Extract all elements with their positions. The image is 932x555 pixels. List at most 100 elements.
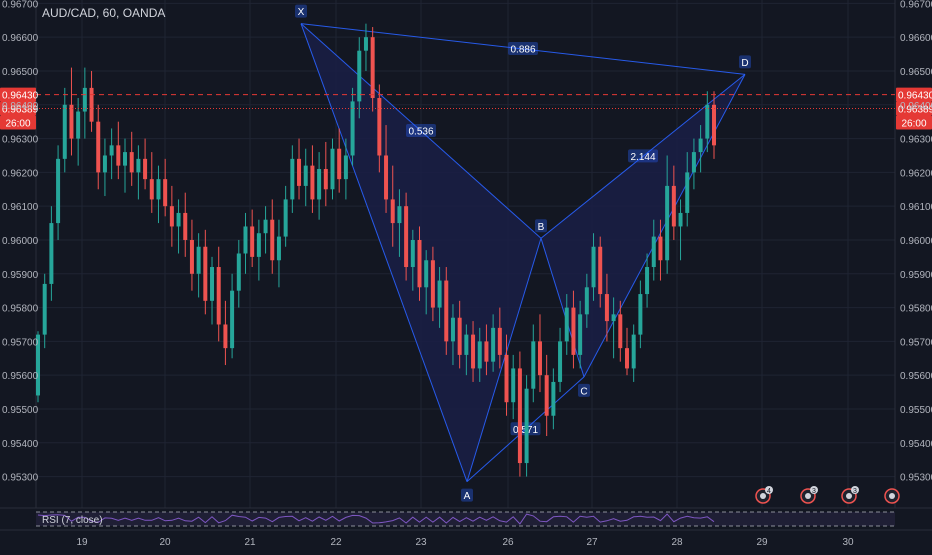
event-badge [810, 486, 818, 494]
ratio-label-bg [406, 123, 436, 137]
left-tick-label: 0.96100 [2, 202, 39, 213]
right-tick-label: 0.96100 [900, 202, 932, 213]
candle-body [163, 179, 168, 207]
candle-body [618, 314, 623, 349]
candle-body [624, 348, 629, 369]
time-tick-label[interactable]: 19 [76, 537, 88, 548]
event-3a-icon[interactable]: 3 [800, 486, 818, 504]
time-tick-label[interactable]: 23 [415, 537, 427, 548]
event-icons[interactable]: 4 3 3 [755, 486, 900, 504]
candle-body [551, 381, 556, 416]
rsi-pane: RSI (7, close) [0, 507, 932, 530]
candle-body [430, 260, 435, 308]
countdown-bg-left [0, 115, 36, 130]
candle-body [558, 341, 563, 382]
candle-body [263, 219, 268, 234]
candle-body [149, 179, 154, 200]
candle-body [297, 158, 302, 186]
point-label-a: A [464, 491, 471, 502]
ratio-label-bd: 2.144 [630, 152, 655, 163]
candle-body [665, 185, 670, 261]
candle-body [102, 155, 107, 173]
candle-body [357, 50, 362, 102]
right-tick-label: 0.96500 [900, 67, 932, 78]
candle-body [183, 212, 188, 240]
candle-body [611, 314, 616, 322]
candle-body [390, 199, 395, 224]
time-tick-label[interactable]: 27 [586, 537, 598, 548]
candle-body [270, 219, 275, 261]
point-label-bg [535, 219, 547, 233]
candle-body [243, 226, 248, 254]
right-tick-label: 0.95700 [900, 337, 932, 348]
candle-body [410, 239, 415, 268]
candle-body [638, 294, 643, 335]
event-4-icon[interactable]: 4 [755, 486, 773, 504]
candle-body [76, 111, 81, 139]
candle-body [283, 199, 288, 237]
rsi-background [0, 508, 932, 530]
candle-body [216, 267, 221, 325]
candle-body [69, 104, 74, 139]
candle-body [129, 152, 134, 173]
event-last-icon[interactable] [884, 488, 900, 504]
left-tick-label: 0.95600 [2, 371, 39, 382]
ratio-label-xb: 0.536 [408, 126, 433, 137]
candle-body [256, 233, 261, 257]
candle-body [343, 155, 348, 180]
countdown-right: 26:00 [901, 118, 926, 129]
candle-body [571, 307, 576, 355]
candles [36, 23, 716, 477]
price-tag-bg-left [0, 101, 36, 116]
candle-body [404, 206, 409, 268]
time-tick-label[interactable]: 21 [244, 537, 256, 548]
candle-body [363, 37, 368, 51]
right-price-axis[interactable]: 0.96700 0.96600 0.96500 0.96400 0.96300 0.962… [900, 0, 932, 484]
right-tick-label: 0.95800 [900, 304, 932, 315]
time-tick-label[interactable]: 22 [330, 537, 342, 548]
event-flag-dot [760, 493, 766, 499]
event-badge [851, 486, 859, 494]
candle-body [578, 314, 583, 355]
event-count: 3 [812, 488, 816, 495]
price-tag-bg-right [896, 101, 932, 116]
point-label-b: B [538, 222, 545, 233]
point-label-bg [739, 55, 751, 69]
candle-body [651, 236, 656, 268]
event-badge [765, 486, 773, 494]
countdown-bg-right [896, 115, 932, 130]
right-tick-label: 0.96000 [900, 236, 932, 247]
candle-body [136, 158, 141, 173]
time-tick-label[interactable]: 26 [502, 537, 514, 548]
symbol-title[interactable]: AUD/CAD, 60, OANDA [42, 6, 165, 20]
event-flag-dot [889, 493, 895, 499]
ratio-label-bg [628, 149, 658, 163]
candle-body [276, 236, 281, 261]
price-tag-bg-left [0, 87, 36, 102]
candle-body [323, 169, 328, 190]
candle-body [645, 267, 650, 295]
candle-body [317, 169, 322, 200]
time-tick-label[interactable]: 29 [756, 537, 768, 548]
candle-body [230, 290, 235, 349]
candle-body [156, 179, 161, 200]
time-tick-label[interactable]: 30 [842, 537, 854, 548]
candle-body [678, 212, 683, 227]
candle-body [196, 246, 201, 274]
left-price-axis: 0.96700 0.96600 0.96500 0.96400 0.96300 0.962… [2, 0, 39, 484]
time-tick-label[interactable]: 28 [671, 537, 683, 548]
right-tick-label: 0.95500 [900, 405, 932, 416]
right-tick-label: 0.95900 [900, 270, 932, 281]
time-tick-label[interactable]: 20 [159, 537, 171, 548]
left-tick-label: 0.95300 [2, 473, 39, 484]
event-3b-icon[interactable]: 3 [841, 486, 859, 504]
right-tick-label: 0.96400 [900, 101, 932, 112]
candle-body [444, 280, 449, 342]
time-axis[interactable]: 19 20 21 22 23 26 27 28 29 30 [0, 529, 932, 548]
candle-body [123, 152, 128, 166]
candle-body [82, 87, 87, 112]
left-tick-label: 0.95700 [2, 337, 39, 348]
candle-body [544, 375, 549, 416]
ratio-line-xb [300, 23, 542, 239]
